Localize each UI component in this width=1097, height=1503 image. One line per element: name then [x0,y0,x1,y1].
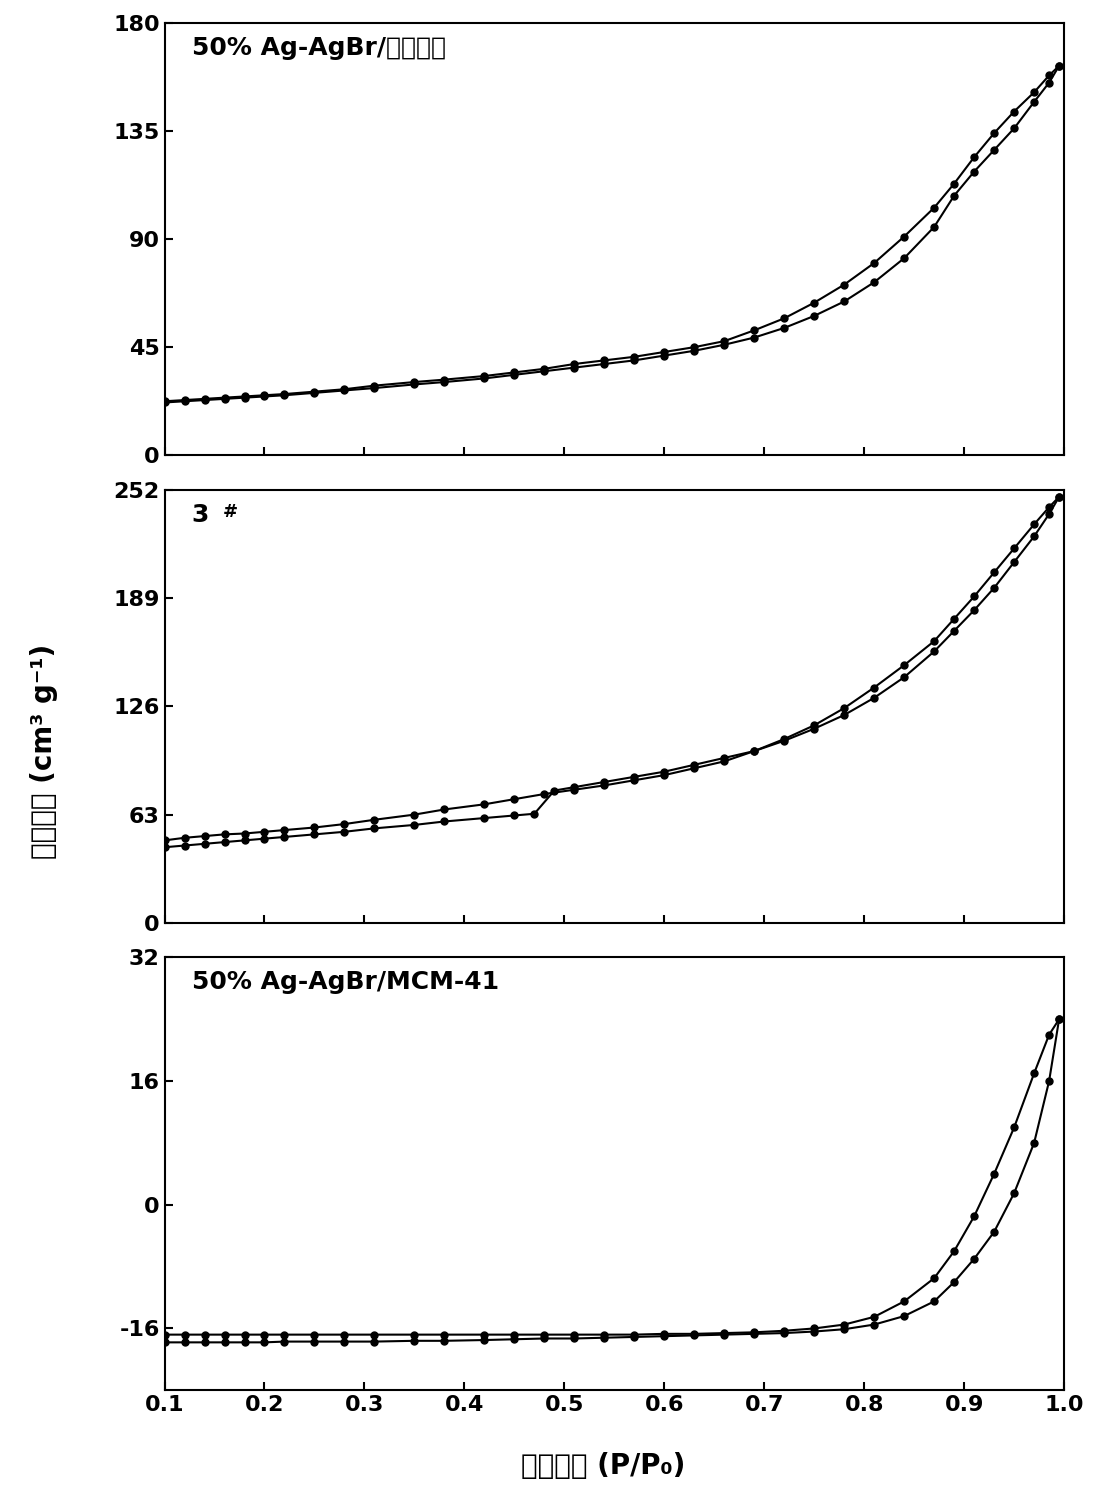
Text: 相对压力 (P/P₀): 相对压力 (P/P₀) [521,1452,686,1480]
Text: 50% Ag-AgBr/MCM-41: 50% Ag-AgBr/MCM-41 [192,971,499,995]
Text: 吸附质量 (cm³ g⁻¹): 吸附质量 (cm³ g⁻¹) [30,643,58,860]
Text: 3: 3 [192,504,208,528]
Text: 50% Ag-AgBr/凹凸棒石: 50% Ag-AgBr/凹凸棒石 [192,36,445,60]
Text: #: # [223,504,238,522]
